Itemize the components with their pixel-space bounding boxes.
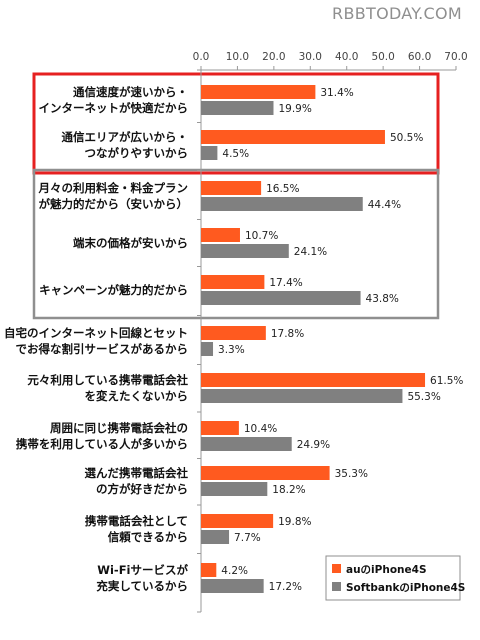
softbank-value-label: 44.4% bbox=[368, 199, 401, 211]
category-label: 充実しているから bbox=[96, 579, 188, 593]
category-label: が魅力的だから（安いから） bbox=[39, 197, 189, 211]
softbank-bar bbox=[201, 101, 274, 115]
rbbtoday-watermark: RBBTODAY.COM bbox=[332, 4, 462, 23]
softbank-bar bbox=[201, 482, 268, 496]
softbank-bar bbox=[201, 244, 289, 258]
au-value-label: 31.4% bbox=[320, 87, 353, 99]
softbank-bar bbox=[201, 530, 230, 544]
category-label: Wi-Fiサービスが bbox=[97, 563, 188, 577]
softbank-value-label: 3.3% bbox=[218, 344, 245, 356]
softbank-bar bbox=[201, 579, 264, 593]
legend-softbank-swatch bbox=[332, 582, 341, 591]
category-label: 元々利用している携帯電話会社 bbox=[27, 373, 188, 387]
au-value-label: 50.5% bbox=[390, 132, 423, 144]
au-bar bbox=[201, 130, 385, 144]
category-label: 端末の価格が安いから bbox=[73, 236, 188, 250]
legend-au-label: auのiPhone4S bbox=[346, 564, 427, 576]
softbank-bar bbox=[201, 291, 361, 305]
category-label: の方が好きだから bbox=[96, 482, 188, 496]
softbank-bar bbox=[201, 197, 363, 211]
au-value-label: 17.4% bbox=[269, 277, 302, 289]
au-value-label: 19.8% bbox=[278, 516, 311, 528]
category-label: 周囲に同じ携帯電話会社の bbox=[50, 421, 188, 435]
softbank-bar bbox=[201, 437, 292, 451]
category-label: キャンペーンが魅力的だから bbox=[39, 283, 188, 297]
au-bar bbox=[201, 421, 239, 435]
au-value-label: 16.5% bbox=[266, 183, 299, 195]
au-bar bbox=[201, 466, 330, 480]
category-label: 選んだ携帯電話会社 bbox=[85, 466, 189, 480]
category-label: を変えたくないから bbox=[85, 389, 189, 403]
softbank-value-label: 24.9% bbox=[297, 439, 330, 451]
au-bar bbox=[201, 373, 426, 387]
au-bar bbox=[201, 85, 316, 99]
legend-softbank-label: SoftbankのiPhone4S bbox=[346, 582, 465, 594]
softbank-bar bbox=[201, 389, 403, 403]
x-tick-label: 20.0 bbox=[262, 51, 285, 63]
x-tick-label: 40.0 bbox=[335, 51, 358, 63]
softbank-value-label: 7.7% bbox=[234, 532, 261, 544]
x-tick-label: 30.0 bbox=[299, 51, 322, 63]
category-label: 通信エリアが広いから・ bbox=[62, 130, 189, 144]
category-label: でお得な割引サービスがあるから bbox=[16, 342, 189, 356]
softbank-value-label: 19.9% bbox=[278, 103, 311, 115]
x-tick-label: 60.0 bbox=[408, 51, 431, 63]
x-tick-label: 10.0 bbox=[226, 51, 249, 63]
au-bar bbox=[201, 228, 240, 242]
softbank-value-label: 18.2% bbox=[272, 484, 305, 496]
category-label: 信頼できるから bbox=[108, 530, 188, 544]
au-value-label: 10.4% bbox=[244, 423, 277, 435]
category-label: 通信速度が速いから・ bbox=[73, 85, 188, 99]
x-tick-label: 0.0 bbox=[193, 51, 210, 63]
au-value-label: 10.7% bbox=[245, 230, 278, 242]
softbank-value-label: 17.2% bbox=[269, 581, 302, 593]
legend-box bbox=[325, 555, 461, 601]
softbank-value-label: 24.1% bbox=[294, 246, 327, 258]
category-label: インターネットが快適だから bbox=[39, 101, 189, 115]
category-label: 携帯を利用している人が多いから bbox=[16, 437, 188, 451]
category-label: つながりやすいから bbox=[85, 146, 189, 160]
softbank-value-label: 43.8% bbox=[366, 293, 399, 305]
softbank-bar bbox=[201, 146, 218, 160]
au-bar bbox=[201, 563, 217, 577]
au-bar bbox=[201, 514, 274, 528]
softbank-bar bbox=[201, 342, 214, 356]
category-label: 自宅のインターネット回線とセット bbox=[4, 326, 188, 340]
au-value-label: 61.5% bbox=[430, 375, 463, 387]
category-label: 月々の利用料金・料金プラン bbox=[38, 181, 189, 195]
x-tick-label: 50.0 bbox=[371, 51, 394, 63]
legend-au-swatch bbox=[332, 564, 341, 573]
softbank-value-label: 55.3% bbox=[407, 391, 440, 403]
softbank-value-label: 4.5% bbox=[222, 148, 249, 160]
au-value-label: 4.2% bbox=[221, 565, 248, 577]
group-box-2 bbox=[32, 168, 440, 320]
au-value-label: 35.3% bbox=[335, 468, 368, 480]
group-box-1 bbox=[32, 72, 440, 175]
au-bar bbox=[201, 181, 262, 195]
category-label: 携帯電話会社として bbox=[85, 514, 188, 528]
au-bar bbox=[201, 326, 266, 340]
x-tick-label: 70.0 bbox=[444, 51, 467, 63]
au-bar bbox=[201, 275, 265, 289]
au-value-label: 17.8% bbox=[271, 328, 304, 340]
